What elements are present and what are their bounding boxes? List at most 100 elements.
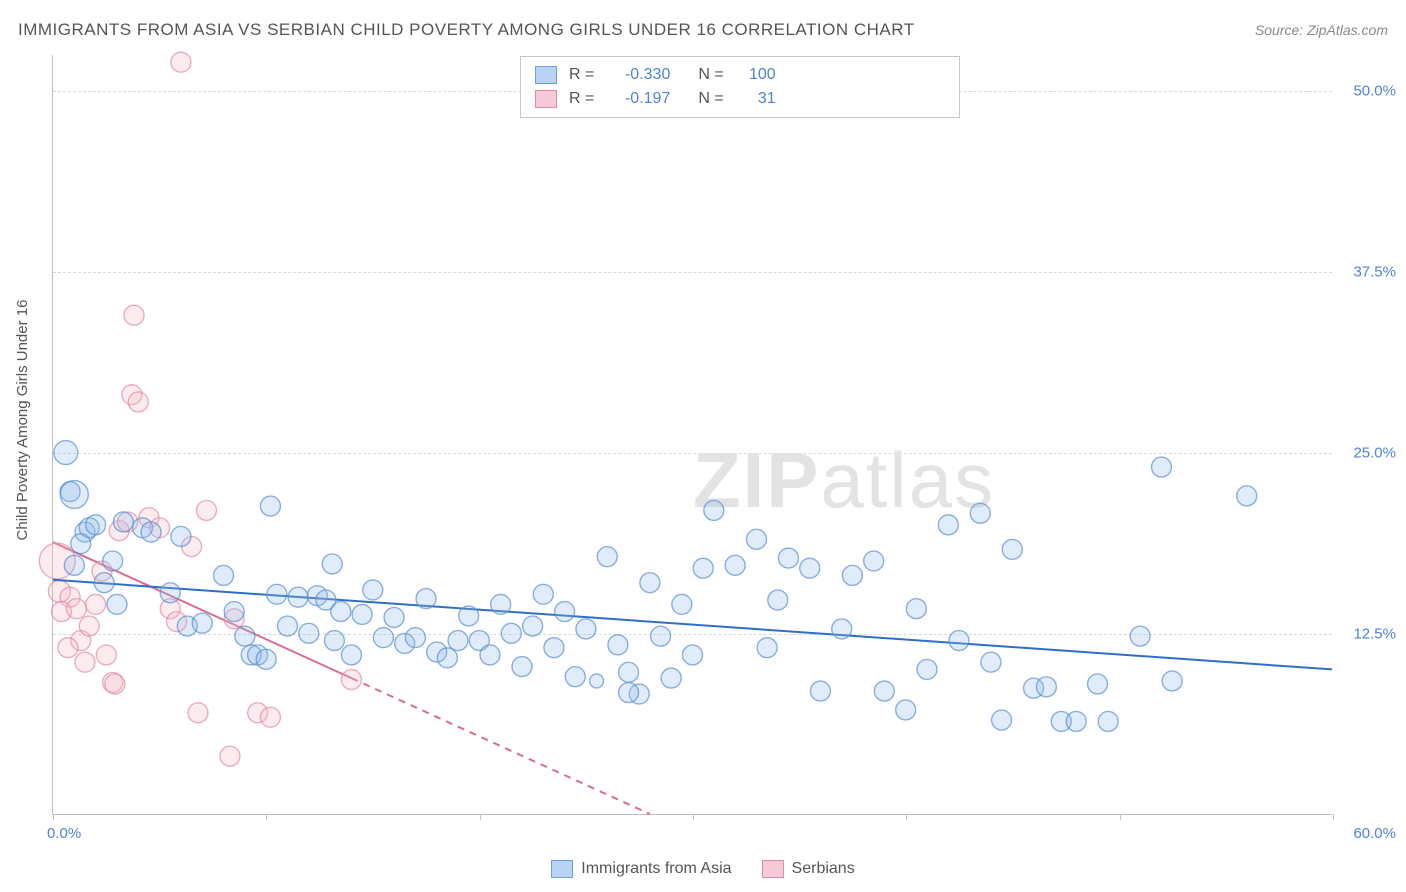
blue-point bbox=[565, 667, 585, 687]
blue-point bbox=[725, 555, 745, 575]
legend-r-value: -0.197 bbox=[604, 87, 670, 111]
blue-point bbox=[651, 626, 671, 646]
blue-point bbox=[322, 554, 342, 574]
blue-point bbox=[800, 558, 820, 578]
xtick-mark bbox=[53, 814, 54, 820]
blue-point bbox=[1151, 457, 1171, 477]
blue-point bbox=[597, 547, 617, 567]
legend-corr-row: R =-0.197N =31 bbox=[535, 87, 945, 111]
blue-point bbox=[224, 602, 244, 622]
legend-swatch bbox=[535, 66, 557, 84]
ytick-label: 50.0% bbox=[1340, 83, 1396, 100]
legend-r-label: R = bbox=[569, 63, 594, 87]
blue-point bbox=[331, 602, 351, 622]
blue-point bbox=[416, 589, 436, 609]
blue-point bbox=[1162, 671, 1182, 691]
blue-point bbox=[619, 662, 639, 682]
xtick-mark bbox=[1120, 814, 1121, 820]
blue-point bbox=[683, 645, 703, 665]
blue-point bbox=[448, 631, 468, 651]
blue-point bbox=[480, 645, 500, 665]
blue-point bbox=[590, 674, 604, 688]
blue-point bbox=[810, 681, 830, 701]
blue-point bbox=[832, 619, 852, 639]
blue-point bbox=[141, 522, 161, 542]
xtick-mark bbox=[266, 814, 267, 820]
legend-series-item: Immigrants from Asia bbox=[551, 860, 731, 878]
legend-series-item: Serbians bbox=[762, 860, 855, 878]
blue-point bbox=[1036, 677, 1056, 697]
blue-point bbox=[512, 657, 532, 677]
blue-point bbox=[938, 515, 958, 535]
blue-point bbox=[352, 605, 372, 625]
legend-corr-row: R = -0.330 N = 100 bbox=[535, 63, 945, 87]
blue-point bbox=[384, 607, 404, 627]
blue-point bbox=[896, 700, 916, 720]
blue-point bbox=[864, 551, 884, 571]
pink-point bbox=[79, 616, 99, 636]
chart-title: IMMIGRANTS FROM ASIA VS SERBIAN CHILD PO… bbox=[18, 20, 915, 40]
legend-n-value: 100 bbox=[734, 63, 776, 87]
blue-point bbox=[1066, 711, 1086, 731]
legend-correlation: R = -0.330 N = 100R = -0.197 N = 31 bbox=[520, 56, 960, 118]
legend-swatch bbox=[762, 860, 784, 878]
blue-point bbox=[491, 594, 511, 614]
xtick-mark bbox=[1333, 814, 1334, 820]
blue-point bbox=[405, 628, 425, 648]
y-axis-label: Child Poverty Among Girls Under 16 bbox=[14, 300, 31, 541]
blue-point bbox=[235, 626, 255, 646]
blue-point bbox=[523, 616, 543, 636]
blue-point bbox=[768, 590, 788, 610]
blue-point bbox=[672, 594, 692, 614]
pink-point bbox=[341, 670, 361, 690]
pink-point bbox=[58, 638, 78, 658]
ytick-label: 12.5% bbox=[1340, 626, 1396, 643]
blue-point bbox=[113, 512, 133, 532]
blue-point bbox=[906, 599, 926, 619]
blue-point bbox=[746, 529, 766, 549]
blue-point bbox=[533, 584, 553, 604]
pink-point bbox=[128, 392, 148, 412]
blue-point bbox=[778, 548, 798, 568]
blue-point bbox=[86, 515, 106, 535]
blue-point bbox=[501, 623, 521, 643]
plot-area: ZIPatlas 12.5%25.0%37.5%50.0%0.0%60.0% bbox=[52, 55, 1332, 815]
pink-point bbox=[196, 500, 216, 520]
xtick-mark bbox=[693, 814, 694, 820]
legend-n-label: N = bbox=[698, 63, 723, 87]
blue-point bbox=[324, 631, 344, 651]
legend-n-value: 31 bbox=[734, 87, 776, 111]
blue-point bbox=[874, 681, 894, 701]
blue-point bbox=[54, 441, 78, 465]
pink-point bbox=[105, 674, 125, 694]
ytick-label: 25.0% bbox=[1340, 445, 1396, 462]
legend-n-label: N = bbox=[698, 87, 723, 111]
pink-point bbox=[260, 707, 280, 727]
blue-point bbox=[1098, 711, 1118, 731]
blue-point bbox=[373, 628, 393, 648]
blue-point bbox=[256, 649, 276, 669]
legend-series-label: Serbians bbox=[792, 860, 855, 878]
legend-r-value: -0.330 bbox=[604, 63, 670, 87]
blue-point bbox=[704, 500, 724, 520]
blue-point bbox=[192, 613, 212, 633]
blue-point bbox=[1237, 486, 1257, 506]
blue-point bbox=[1002, 539, 1022, 559]
ytick-label: 37.5% bbox=[1340, 264, 1396, 281]
blue-point bbox=[555, 602, 575, 622]
blue-point bbox=[260, 496, 280, 516]
pink-point bbox=[66, 599, 86, 619]
legend-series-label: Immigrants from Asia bbox=[581, 860, 731, 878]
pink-point bbox=[75, 652, 95, 672]
blue-point bbox=[608, 635, 628, 655]
blue-point bbox=[60, 481, 88, 509]
xtick-mark bbox=[906, 814, 907, 820]
blue-point bbox=[103, 551, 123, 571]
pink-point bbox=[96, 645, 116, 665]
chart-svg bbox=[53, 55, 1332, 814]
blue-point bbox=[267, 584, 287, 604]
blue-point bbox=[71, 534, 91, 554]
blue-point bbox=[619, 683, 639, 703]
blue-point bbox=[64, 555, 84, 575]
legend-swatch bbox=[535, 90, 557, 108]
